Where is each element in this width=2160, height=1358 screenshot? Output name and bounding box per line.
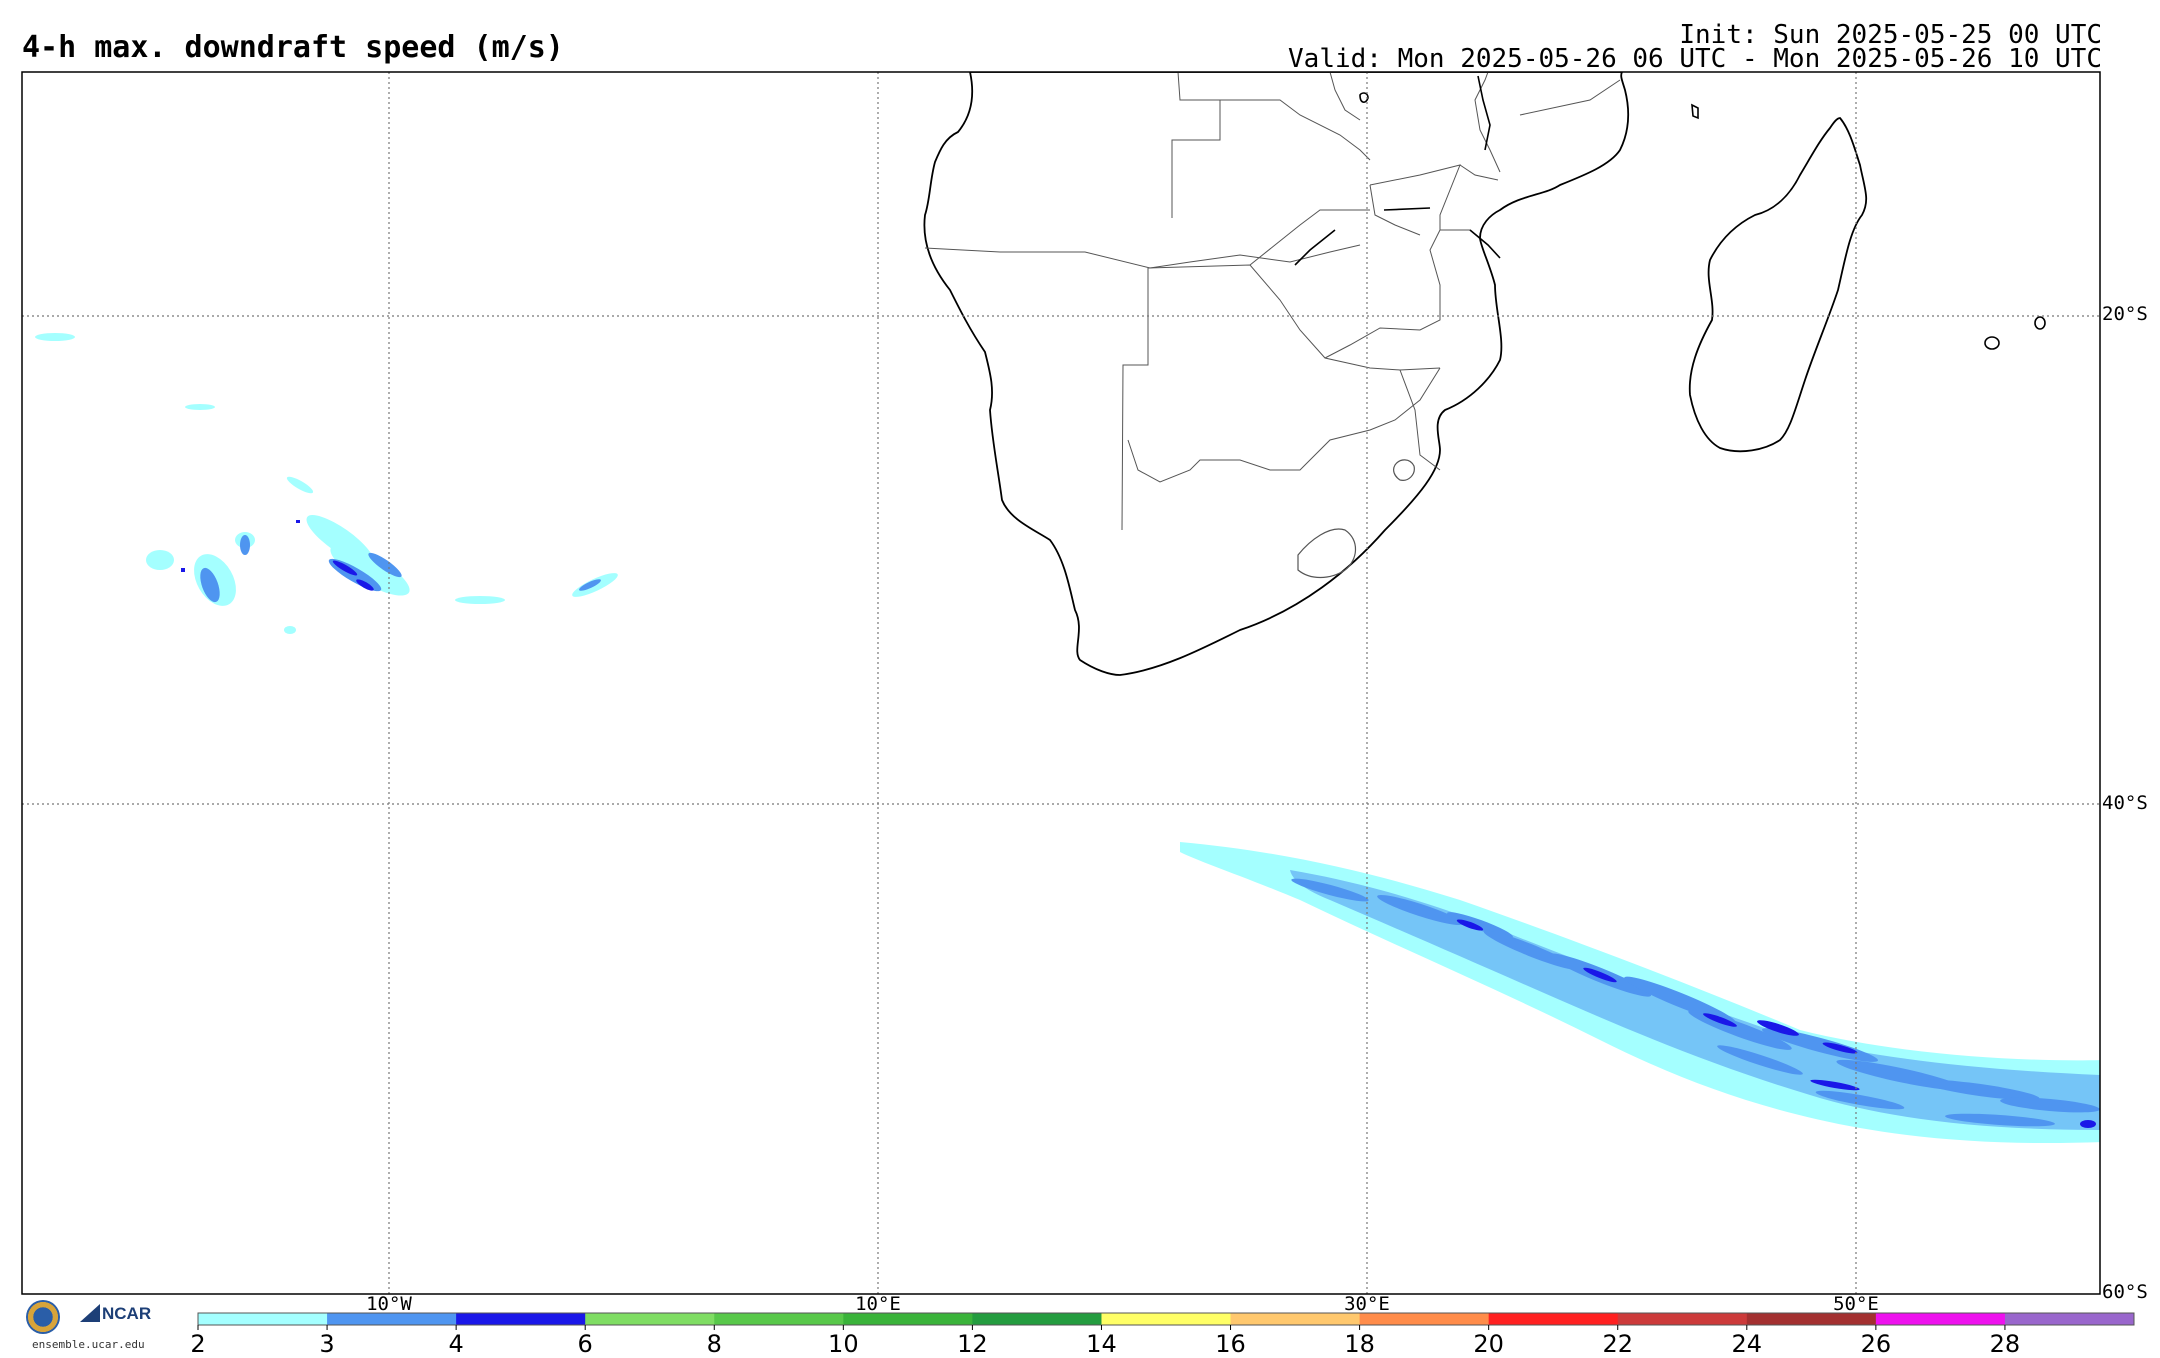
lat-label-20s: 20°S	[2102, 303, 2148, 325]
islands	[1691, 103, 2046, 350]
madagascar-land	[1688, 117, 1868, 453]
map-frame	[21, 71, 2101, 1295]
colorbar-tick-label: 26	[1860, 1330, 1892, 1358]
colorbar-tick-label: 18	[1344, 1330, 1375, 1358]
logo-block: NCAR ensemble.ucar.edu	[22, 1298, 162, 1351]
valid-time: Valid: Mon 2025-05-26 06 UTC - Mon 2025-…	[1288, 44, 2102, 74]
downdraft-cluster-west	[35, 333, 618, 634]
eswatini-outline	[1393, 459, 1415, 481]
colorbar-tick-label: 2	[190, 1330, 206, 1358]
ncar-wordmark: NCAR	[102, 1304, 152, 1323]
colorbar-swatch	[972, 1313, 1102, 1325]
lon-label-10w: 10°W	[366, 1293, 412, 1315]
colorbar-tick-label: 6	[577, 1330, 593, 1358]
lon-label-50e: 50°E	[1833, 1293, 1879, 1315]
colorbar-tick-label: 22	[1602, 1330, 1633, 1358]
colorbar-tick-label: 24	[1731, 1330, 1763, 1358]
africa-land	[923, 72, 1630, 676]
downdraft-band-south	[1180, 842, 2100, 1144]
colorbar-swatch	[843, 1313, 973, 1325]
colorbar-swatch	[2004, 1313, 2135, 1325]
colorbar-tick-label: 20	[1473, 1330, 1504, 1358]
colorbar-swatch	[1746, 1313, 1877, 1325]
colorbar-swatch	[1617, 1313, 1748, 1325]
colorbar-swatch	[1488, 1313, 1619, 1325]
lat-label-40s: 40°S	[2102, 792, 2148, 814]
site-url: ensemble.ucar.edu	[32, 1338, 145, 1351]
lesotho-outline	[1297, 528, 1357, 579]
ncar-logo-icon	[80, 1304, 100, 1322]
colorbar-tick-label: 14	[1086, 1330, 1117, 1358]
init-time: Init: Sun 2025-05-25 00 UTC	[1679, 20, 2102, 50]
colorbar-tick-label: 10	[828, 1330, 859, 1358]
lakes	[1294, 75, 1501, 266]
colorbar-outline	[197, 1312, 2135, 1326]
colorbar-swatch	[198, 1313, 328, 1325]
colorbar-swatch	[1101, 1313, 1232, 1325]
lon-label-30e: 30°E	[1344, 1293, 1390, 1315]
colorbar-tick-label: 3	[319, 1330, 335, 1358]
graticule	[22, 72, 2100, 1294]
colorbar-swatch	[585, 1313, 715, 1325]
colorbar	[197, 1312, 2135, 1330]
lon-label-10e: 10°E	[855, 1293, 901, 1315]
colorbar-swatch	[1230, 1313, 1361, 1325]
colorbar-tick-label: 4	[448, 1330, 464, 1358]
map-title: 4-h max. downdraft speed (m/s)	[22, 30, 564, 65]
colorbar-tick-label: 8	[706, 1330, 722, 1358]
colorbar-tick-label: 12	[957, 1330, 988, 1358]
colorbar-tick-label: 16	[1215, 1330, 1246, 1358]
country-borders	[924, 72, 1621, 531]
colorbar-swatch	[456, 1313, 586, 1325]
nsf-seal-icon	[26, 1300, 60, 1334]
colorbar-tick-label: 28	[1989, 1330, 2021, 1358]
colorbar-swatch	[327, 1313, 457, 1325]
lat-label-60s: 60°S	[2102, 1281, 2148, 1303]
colorbar-swatch	[1875, 1313, 2006, 1325]
colorbar-swatch	[714, 1313, 844, 1325]
colorbar-swatch	[1359, 1313, 1490, 1325]
